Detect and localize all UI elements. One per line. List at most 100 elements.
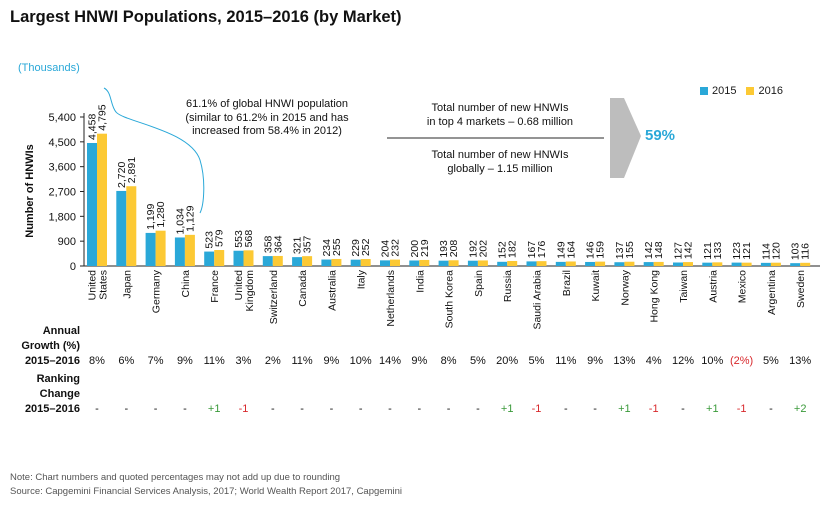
bar-2016: [565, 261, 576, 266]
bar-2016: [477, 260, 488, 266]
bar-2015: [233, 250, 244, 266]
data-label-2015: 204: [380, 240, 392, 258]
bar-2015: [116, 190, 127, 266]
data-label-2016: 182: [507, 240, 519, 258]
data-label-2015: 103: [790, 242, 802, 260]
ranking-change-value: -: [564, 403, 568, 415]
bar-2015: [467, 260, 478, 266]
bar-2016: [126, 186, 137, 266]
share-callout-line3: increased from 58.4% in 2012): [192, 125, 342, 137]
bar-2016: [800, 262, 811, 266]
bar-2015: [497, 261, 508, 266]
data-label-2016: 255: [331, 238, 343, 256]
ranking-change-value: +1: [706, 403, 719, 415]
top4-callout-line2: in top 4 markets – 0.68 million: [426, 115, 574, 128]
bar-2015: [350, 259, 361, 266]
data-label-2016: 202: [477, 240, 489, 258]
legend-label-2015: 2015: [712, 85, 737, 97]
bar-2016: [243, 250, 254, 266]
data-label-2016: 2,891: [126, 157, 138, 183]
data-label-2016: 208: [448, 240, 460, 258]
data-label-2015: 321: [292, 236, 304, 254]
growth-value: 8%: [441, 355, 457, 367]
data-label-2015: 1,199: [145, 203, 157, 229]
data-label-2015: 1,034: [174, 208, 186, 234]
data-label-2015: 114: [760, 243, 772, 260]
category-label: Australia: [326, 270, 338, 311]
category-label: Netherlands: [385, 270, 397, 327]
bar-2015: [204, 251, 215, 266]
category-label: Russia: [502, 270, 514, 302]
growth-row-label-line1: Annual: [43, 325, 80, 337]
legend-item-2016: 2016: [746, 85, 783, 97]
bar-2016: [97, 133, 107, 266]
bar-2016: [712, 262, 723, 266]
bar-2016: [683, 262, 693, 266]
ranking-change-value: -: [388, 403, 392, 415]
bar-2015: [673, 262, 683, 266]
data-label-2016: 164: [565, 241, 577, 259]
data-label-2015: 234: [321, 239, 333, 257]
footnote-note: Note: Chart numbers and quoted percentag…: [10, 472, 341, 483]
ranking-change-value: -: [300, 403, 304, 415]
ranking-change-value: -: [154, 403, 158, 415]
share-callout-line1: 61.1% of global HNWI population: [185, 98, 349, 110]
growth-value: 14%: [379, 355, 401, 367]
growth-value: 6%: [118, 355, 134, 367]
category-label: China: [180, 270, 192, 298]
category-label: Brazil: [561, 270, 573, 296]
ranking-change-value: -: [359, 403, 363, 415]
bar-2015: [292, 257, 303, 266]
data-label-2016: 252: [360, 238, 372, 256]
bar-2015: [760, 262, 771, 266]
y-axis-title: Number of HNWIs: [24, 144, 36, 238]
ranking-change-value: -1: [239, 403, 249, 415]
data-label-2016: 155: [624, 241, 636, 259]
growth-value: 10%: [701, 355, 723, 367]
category-label: Kuwait: [590, 270, 602, 302]
bar-2016: [536, 261, 547, 266]
data-label-2015: 167: [526, 241, 538, 259]
ranking-change-value: -1: [649, 403, 659, 415]
data-label-2015: 149: [555, 241, 567, 259]
rank-row-label-line1: Ranking: [37, 373, 80, 385]
category-label: Spain: [473, 270, 485, 297]
bar-2016: [448, 260, 459, 266]
bar-2016: [272, 255, 283, 266]
growth-value: 5%: [763, 355, 779, 367]
bar-2015: [145, 232, 156, 266]
growth-value: 7%: [148, 355, 164, 367]
data-label-2016: 357: [302, 235, 314, 253]
data-label-2015: 127: [673, 242, 685, 260]
bar-2015: [614, 262, 625, 266]
bar-2015: [526, 261, 537, 266]
ranking-change-value: -: [476, 403, 480, 415]
growth-value: 13%: [613, 355, 635, 367]
top4-callout: Total number of new HNWIs in top 4 marke…: [400, 102, 600, 129]
growth-value: 10%: [350, 355, 372, 367]
category-label: Japan: [121, 270, 133, 299]
growth-row-label-line3: 2015–2016: [25, 355, 80, 367]
category-label: Italy: [356, 269, 368, 289]
share-callout-line2: (similar to 61.2% in 2015 and has: [185, 111, 349, 124]
bar-2015: [174, 237, 185, 266]
ranking-change-value: -: [769, 403, 773, 415]
ranking-change-value: -: [593, 403, 597, 415]
data-label-2015: 229: [350, 239, 362, 257]
bar-2015: [321, 259, 332, 266]
ranking-change-value: +1: [208, 403, 221, 415]
ranking-change-value: -: [681, 403, 685, 415]
bar-2016: [184, 234, 195, 266]
category-label: Mexico: [737, 270, 749, 303]
growth-value: 9%: [177, 355, 193, 367]
data-label-2016: 568: [243, 230, 255, 248]
legend-label-2016: 2016: [758, 85, 783, 97]
global-callout: Total number of new HNWIs globally – 1.1…: [400, 149, 600, 176]
ranking-change-value: -: [330, 403, 334, 415]
data-label-2016: 148: [653, 241, 665, 259]
y-tick-label: 5,400: [48, 112, 76, 124]
growth-value: 13%: [789, 355, 811, 367]
data-label-2016: 4,795: [97, 104, 109, 130]
data-label-2015: 137: [614, 242, 626, 260]
category-label: France: [209, 270, 221, 303]
